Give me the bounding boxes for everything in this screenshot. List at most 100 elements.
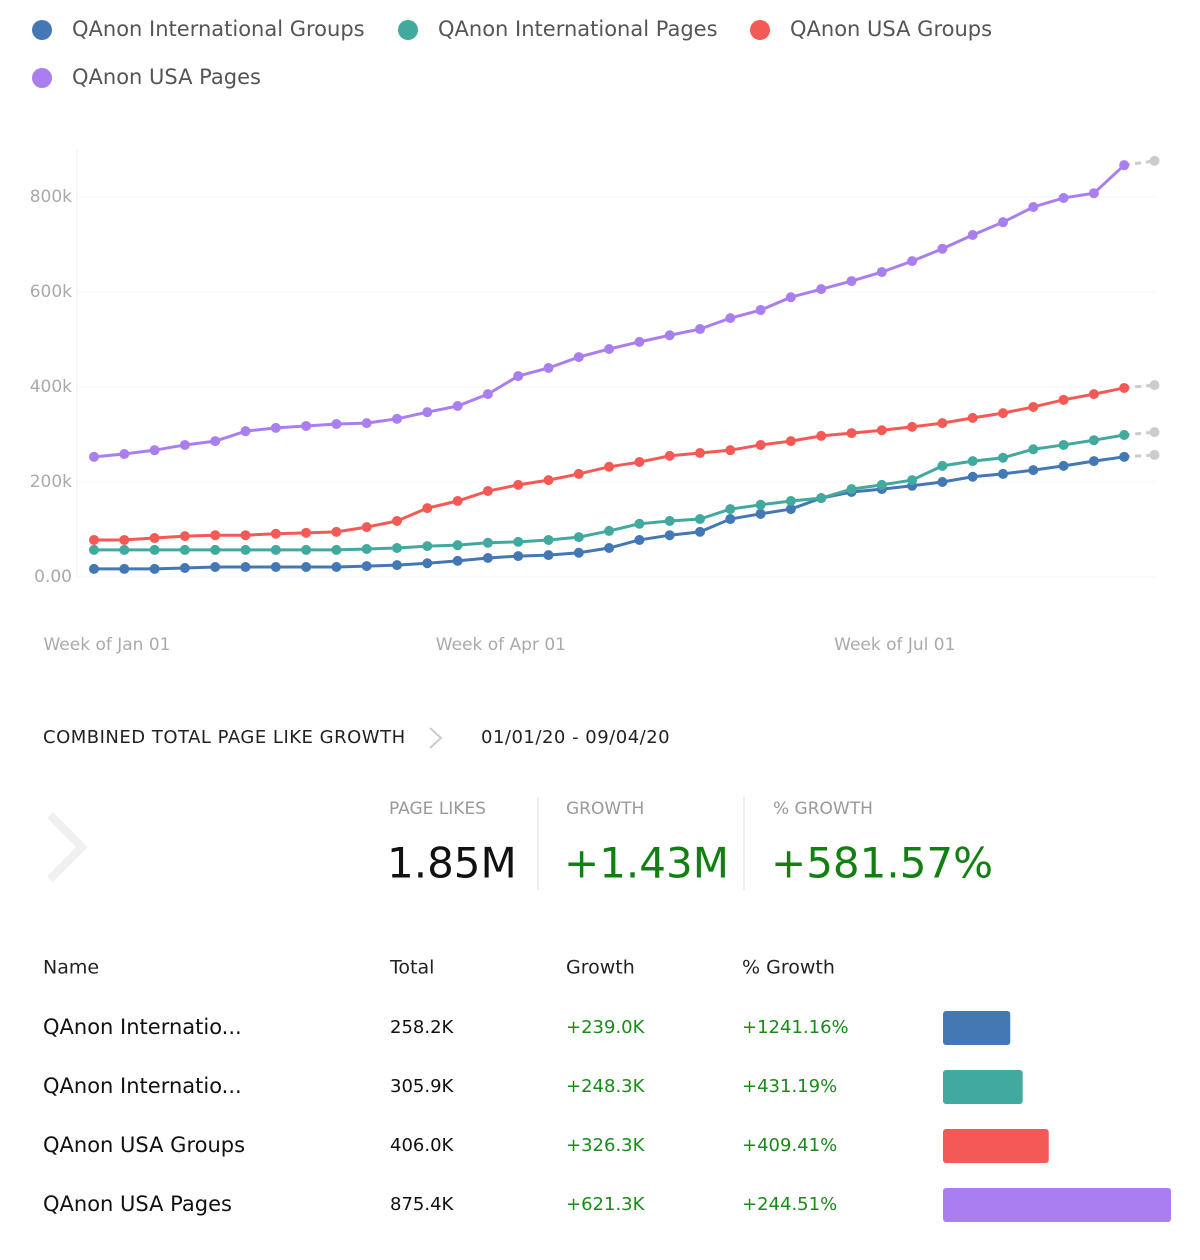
data-point <box>210 544 221 555</box>
kpi-label: PAGE LIKES <box>389 799 486 819</box>
date-range: 01/01/20 - 09/04/20 <box>481 727 670 748</box>
data-point <box>725 445 736 456</box>
data-point <box>1119 382 1130 393</box>
data-point <box>1088 435 1099 446</box>
data-point <box>392 413 402 424</box>
incomplete-segment <box>1124 383 1155 390</box>
data-point <box>664 530 675 541</box>
data-point <box>604 344 615 354</box>
data-point <box>664 330 675 341</box>
legend-marker[interactable] <box>32 20 52 40</box>
data-point <box>1028 201 1039 212</box>
data-point <box>331 544 342 555</box>
data-point <box>907 256 918 267</box>
row-total: 258.2K <box>390 1017 455 1038</box>
data-point <box>331 562 342 573</box>
kpi-value: +581.57% <box>771 839 993 888</box>
data-point <box>1149 155 1160 166</box>
legend-marker[interactable] <box>398 20 418 40</box>
data-point <box>422 407 433 418</box>
data-point <box>755 508 766 519</box>
y-tick-label: 800k <box>30 187 72 207</box>
data-point <box>361 561 372 572</box>
legend-label[interactable]: QAnon USA Groups <box>790 17 992 41</box>
incomplete-segment <box>1124 430 1155 437</box>
data-point <box>179 439 190 450</box>
data-point <box>149 445 160 456</box>
data-point <box>755 439 766 450</box>
data-point <box>785 292 796 303</box>
table-header: Growth <box>566 957 635 979</box>
legend-label[interactable]: QAnon International Pages <box>438 17 718 41</box>
data-point <box>1119 451 1130 462</box>
total-bar <box>943 1011 1011 1045</box>
data-point <box>876 267 887 278</box>
data-point <box>785 496 796 506</box>
data-point <box>513 551 524 562</box>
y-tick-label: 400k <box>30 377 72 397</box>
data-point <box>967 471 978 482</box>
data-point <box>998 217 1008 228</box>
legend-marker[interactable] <box>750 20 770 40</box>
data-point <box>1028 401 1039 412</box>
data-point <box>331 526 342 537</box>
data-point <box>755 499 766 510</box>
data-point <box>452 401 463 411</box>
nav-chevron[interactable] <box>47 812 88 882</box>
legend-label[interactable]: QAnon USA Pages <box>72 65 261 89</box>
data-point <box>846 484 857 495</box>
data-point <box>725 514 736 525</box>
data-point <box>1058 439 1069 450</box>
legend-marker[interactable] <box>32 68 52 88</box>
data-point <box>89 544 99 555</box>
data-point <box>301 527 312 538</box>
data-point <box>604 525 615 536</box>
total-bar <box>943 1188 1171 1222</box>
data-point <box>482 553 493 563</box>
row-pct-growth: +244.51% <box>742 1194 837 1215</box>
data-point <box>270 562 281 573</box>
data-point <box>240 530 251 541</box>
data-point <box>149 563 160 574</box>
data-point <box>119 534 130 545</box>
data-point <box>543 475 554 486</box>
data-point <box>1119 160 1130 171</box>
data-point <box>1149 427 1160 438</box>
data-point <box>543 534 554 545</box>
row-pct-growth: +409.41% <box>742 1135 837 1156</box>
data-point <box>816 284 827 295</box>
data-point <box>452 540 463 551</box>
data-point <box>664 450 675 461</box>
data-point <box>937 477 948 487</box>
data-point <box>876 479 887 490</box>
data-point <box>967 456 978 467</box>
table-header: Total <box>389 957 434 979</box>
y-tick-label: 600k <box>30 282 72 302</box>
data-point <box>513 371 524 382</box>
data-point <box>210 436 221 447</box>
breadcrumb-chevron <box>429 727 443 749</box>
data-point <box>149 533 160 544</box>
x-tick-label: Week of Jul 01 <box>834 635 955 655</box>
data-point <box>998 452 1008 463</box>
data-point <box>876 425 887 436</box>
data-point <box>1028 465 1039 476</box>
y-tick-label: 200k <box>30 472 72 492</box>
data-point <box>452 555 463 566</box>
data-point <box>967 230 978 240</box>
row-name: QAnon Internatio... <box>43 1015 242 1039</box>
data-point <box>573 532 584 543</box>
data-point <box>998 408 1008 419</box>
data-point <box>634 336 645 347</box>
data-point <box>816 493 827 504</box>
row-growth: +326.3K <box>566 1135 646 1156</box>
data-point <box>543 363 554 373</box>
row-total: 305.9K <box>390 1076 455 1097</box>
legend-label[interactable]: QAnon International Groups <box>72 17 365 41</box>
table-header: % Growth <box>742 957 835 979</box>
data-point <box>907 475 918 486</box>
data-point <box>695 448 705 459</box>
data-point <box>634 457 645 468</box>
data-point <box>89 534 99 545</box>
